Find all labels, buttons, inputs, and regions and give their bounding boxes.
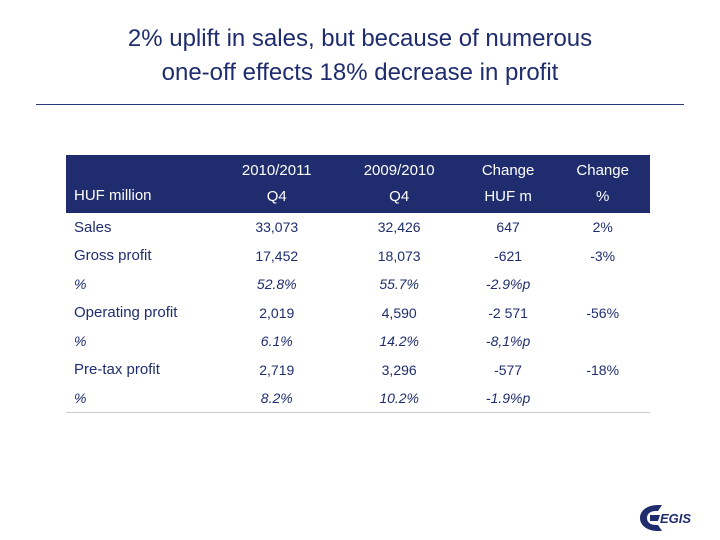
table-row: % 8.2% 10.2% -1.9%p <box>66 384 650 413</box>
cell: 17,452 <box>255 247 299 264</box>
cell: -2 571 <box>488 304 528 321</box>
row-label: Gross profit <box>74 247 152 265</box>
slide-title-line2: one-off effects 18% decrease in profit <box>161 59 559 86</box>
cell: 8.2% <box>216 384 338 413</box>
table-row: Sales 33,073 32,426 647 2% <box>66 213 650 242</box>
row-label: % <box>66 384 216 413</box>
table-row: % 6.1% 14.2% -8,1%p <box>66 327 650 356</box>
table-row: % 52.8% 55.7% -2.9%p <box>66 270 650 299</box>
egis-logo: EGIS <box>640 505 691 531</box>
egis-logo-text: EGIS <box>660 511 691 526</box>
slide-title-line1: 2% uplift in sales, but because of numer… <box>127 25 593 52</box>
cell: -3% <box>590 247 616 264</box>
cell: 32,426 <box>377 219 421 236</box>
cell: 4,590 <box>381 304 417 321</box>
cell: -8,1%p <box>485 333 531 350</box>
header-huf-million: HUF million <box>74 187 152 204</box>
table-body: Sales 33,073 32,426 647 2% Gross profit … <box>66 213 650 413</box>
egis-logo-mark <box>640 505 662 531</box>
slide-title: 2% uplift in sales, but because of numer… <box>30 22 690 90</box>
header-change-huf: Change HUF m <box>481 162 535 205</box>
cell <box>555 384 650 413</box>
cell: -1.9%p <box>460 384 556 413</box>
cell: 2,019 <box>259 304 295 321</box>
cell: 2,719 <box>259 361 295 378</box>
cell: 14.2% <box>379 333 420 350</box>
cell: 3,296 <box>381 361 417 378</box>
cell: -2.9%p <box>485 276 531 293</box>
row-label: Operating profit <box>74 304 178 322</box>
cell: -18% <box>586 361 620 378</box>
table-row: Gross profit 17,452 18,073 -621 -3% <box>66 242 650 271</box>
cell <box>555 327 650 356</box>
cell: 18,073 <box>377 247 421 264</box>
row-label: Sales <box>74 218 112 236</box>
header-2009-2010-q4: 2009/2010 Q4 <box>363 162 435 205</box>
table-row: Operating profit 2,019 4,590 -2 571 -56% <box>66 299 650 328</box>
financial-table: HUF million 2010/2011 Q4 2009/2010 Q4 Chan… <box>66 155 650 413</box>
header-change-pct: Change% <box>576 162 629 205</box>
cell: -56% <box>586 304 620 321</box>
row-label: % <box>74 276 87 293</box>
table-row: Pre-tax profit 2,719 3,296 -577 -18% <box>66 356 650 385</box>
row-label: % <box>74 333 87 350</box>
header-2010-2011-q4: 2010/2011 Q4 <box>241 162 312 205</box>
table-header: HUF million 2010/2011 Q4 2009/2010 Q4 Chan… <box>66 155 650 213</box>
cell: 10.2% <box>337 384 461 413</box>
cell: 2% <box>592 219 613 236</box>
title-divider <box>36 104 684 105</box>
cell <box>555 270 650 299</box>
cell: 33,073 <box>255 219 299 236</box>
cell: -621 <box>494 247 523 264</box>
cell: 647 <box>496 219 520 236</box>
cell: 55.7% <box>379 276 420 293</box>
cell: -577 <box>494 361 523 378</box>
header-row: HUF million 2010/2011 Q4 2009/2010 Q4 Chan… <box>66 155 650 213</box>
row-label: Pre-tax profit <box>74 361 160 379</box>
cell: 52.8% <box>256 276 297 293</box>
cell: 6.1% <box>260 333 293 350</box>
